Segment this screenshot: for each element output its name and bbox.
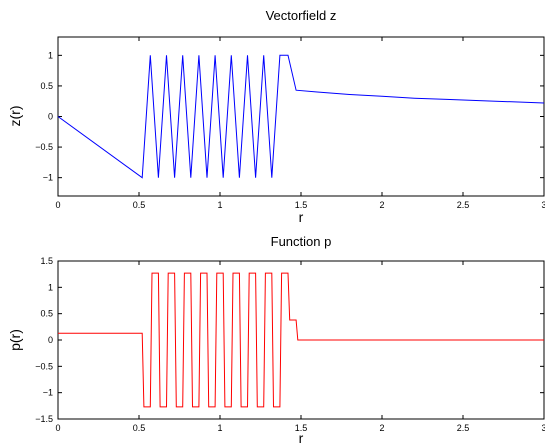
x-ticks: 0 0.5 1 1.5 2 2.5 3 <box>55 261 545 433</box>
plot-area <box>57 36 545 197</box>
y-tick-label: 0 <box>48 335 53 345</box>
series-line <box>57 54 545 179</box>
y-tick-label: 0.5 <box>40 309 53 319</box>
x-tick-label: 1.5 <box>295 200 308 210</box>
y-tick-label: −1 <box>43 173 53 183</box>
x-axis-label: r <box>299 430 304 446</box>
x-ticks: 0 0.5 1 1.5 2 2.5 3 <box>55 37 545 210</box>
x-tick-label: 0 <box>55 423 60 433</box>
y-tick-label: −1.5 <box>35 414 53 424</box>
y-tick-label: 0.5 <box>40 81 53 91</box>
y-ticks: −1 −0.5 0 0.5 1 <box>35 50 544 183</box>
x-tick-label: 1 <box>217 200 222 210</box>
y-axis-label: z(r) <box>7 106 23 127</box>
x-tick-label: 0.5 <box>133 423 146 433</box>
y-tick-label: −0.5 <box>35 142 53 152</box>
x-tick-label: 3 <box>541 423 545 433</box>
x-tick-label: 2.5 <box>457 200 470 210</box>
x-tick-label: 1.5 <box>295 423 308 433</box>
y-tick-label: 1 <box>48 50 53 60</box>
x-axis-label: r <box>299 209 304 225</box>
x-tick-label: 3 <box>541 200 545 210</box>
y-tick-label: 0 <box>48 112 53 122</box>
y-axis-label: p(r) <box>7 329 23 351</box>
x-tick-label: 2.5 <box>457 423 470 433</box>
x-tick-label: 1 <box>217 423 222 433</box>
x-tick-label: 2 <box>379 200 384 210</box>
chart-function-p: Function p 0 0.5 1 1.5 2 2.5 3 −1.5 −1 −0.5 0 0.5 1… <box>7 234 545 446</box>
y-tick-label: −0.5 <box>35 361 53 371</box>
chart-vectorfield-z: Vectorfield z 0 0.5 1 1.5 2 2.5 3 −1−0.500.51 … <box>7 8 545 225</box>
y-tick-label: 1.5 <box>40 256 53 266</box>
x-tick-label: 2 <box>379 423 384 433</box>
y-tick-label: −1 <box>43 388 53 398</box>
x-tick-label: 0 <box>55 200 60 210</box>
chart-title: Vectorfield z <box>266 8 337 23</box>
x-tick-label: 0.5 <box>133 200 146 210</box>
y-tick-label: 1 <box>48 282 53 292</box>
chart-title: Function p <box>271 234 332 249</box>
y-ticks: −1.5 −1 −0.5 0 0.5 1 1.5 <box>35 256 544 424</box>
series-line <box>58 272 544 408</box>
